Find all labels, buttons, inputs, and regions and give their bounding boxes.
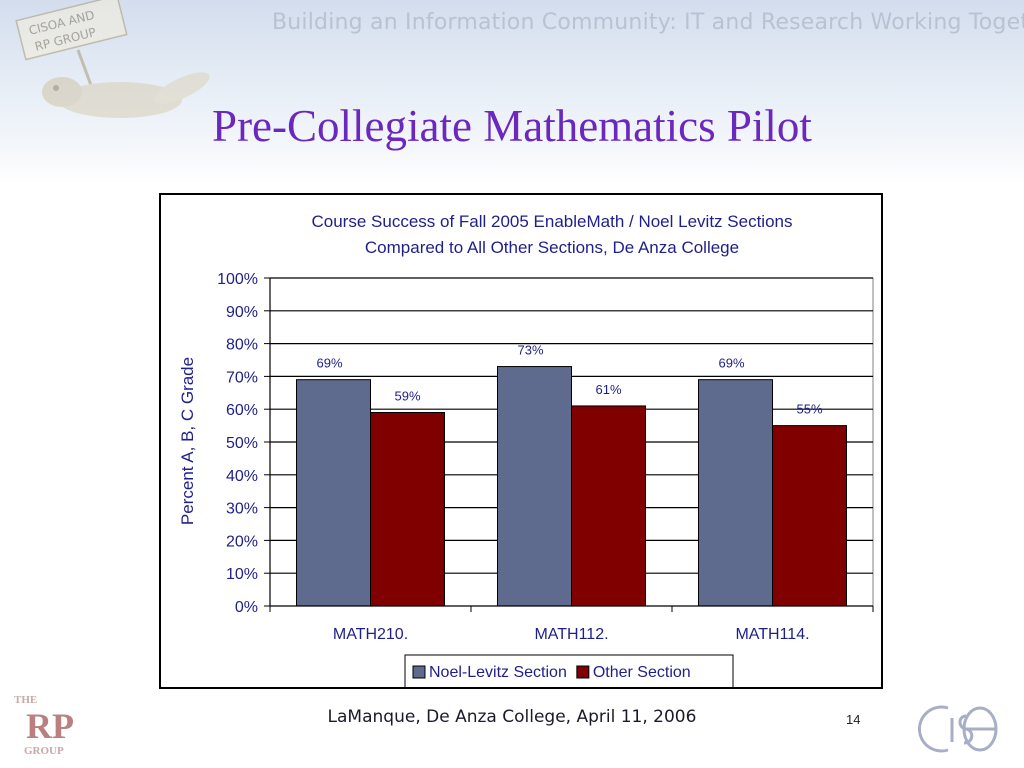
y-tick-label: 10% (226, 566, 258, 583)
legend-label: Noel-Levitz Section (429, 664, 567, 681)
slide-title: Pre-Collegiate Mathematics Pilot (212, 101, 812, 151)
bar-chart: Course Success of Fall 2005 EnableMath /… (178, 212, 874, 687)
chart-frame: Course Success of Fall 2005 EnableMath /… (159, 193, 883, 689)
legend-box (404, 654, 734, 687)
y-tick-label: 30% (226, 501, 258, 518)
y-tick-label: 0% (235, 599, 258, 616)
y-tick-label: 40% (226, 468, 258, 485)
bar-noel-levitz-1 (296, 379, 371, 607)
y-tick-label: 90% (226, 304, 258, 321)
y-tick-label: 50% (226, 435, 258, 452)
data-label: 73% (517, 343, 543, 358)
y-axis-title: Percent A, B, C Grade (178, 357, 197, 525)
cisoa-logo (918, 705, 998, 753)
chart-title-line-1: Course Success of Fall 2005 EnableMath /… (312, 212, 793, 231)
data-label: 59% (394, 388, 420, 403)
legend-label: Other Section (593, 664, 691, 681)
data-label: 55% (796, 402, 822, 417)
rp-logo-main: RP (26, 706, 74, 746)
y-tick-label: 80% (226, 337, 258, 354)
chart-title-line-2: Compared to All Other Sections, De Anza … (365, 238, 739, 257)
y-tick-label: 20% (226, 533, 258, 550)
bar-noel-levitz-2 (497, 366, 572, 607)
bar-noel-levitz-3 (698, 379, 773, 607)
bar-other-3 (772, 425, 847, 607)
data-label: 69% (718, 356, 744, 371)
rp-logo-bottom: GROUP (24, 745, 64, 757)
data-label: 61% (595, 382, 621, 397)
y-tick-label: 60% (226, 402, 258, 419)
data-label: 69% (316, 356, 342, 371)
x-tick-label: MATH210. (333, 626, 408, 643)
rp-logo-top: THE (14, 694, 37, 706)
y-tick-label: 70% (226, 369, 258, 386)
mascot-logo: CISOA AND RP GROUP (15, 0, 210, 118)
legend-swatch (576, 665, 590, 679)
header-banner-text: Building an Information Community: IT an… (272, 10, 1024, 35)
bar-other-1 (370, 411, 445, 607)
footer-text: LaManque, De Anza College, April 11, 200… (327, 707, 697, 727)
rp-group-logo: THE RP GROUP (14, 694, 74, 757)
x-tick-label: MATH114. (735, 626, 809, 643)
y-tick-label: 100% (217, 271, 258, 288)
slide-number: 14 (846, 712, 861, 727)
legend-swatch (412, 665, 426, 679)
x-tick-label: MATH112. (534, 626, 608, 643)
bar-other-2 (571, 405, 646, 607)
